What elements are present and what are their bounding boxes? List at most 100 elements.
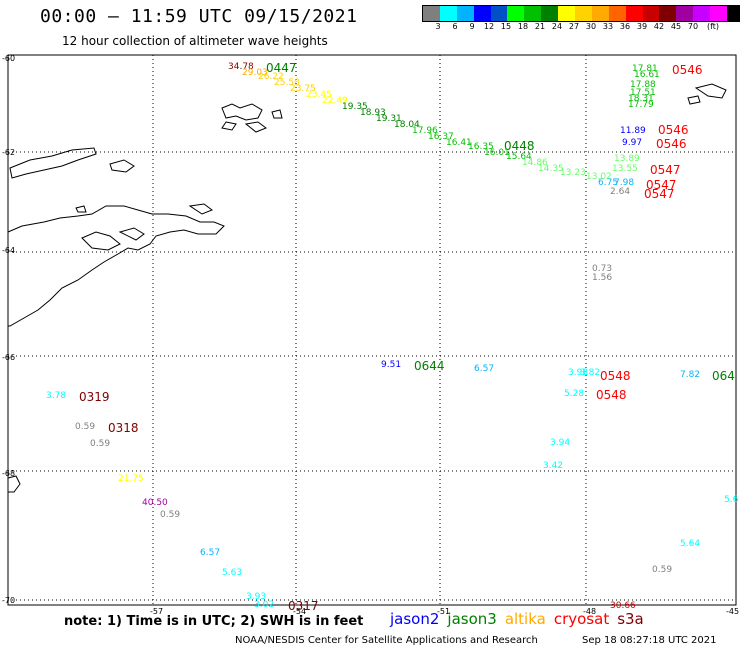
wave-height-value: 5.6 bbox=[724, 495, 739, 505]
wave-height-value: 16.61 bbox=[634, 70, 660, 80]
colorbar-tick-label: 24 bbox=[551, 22, 563, 31]
wave-height-value: 13.89 bbox=[614, 154, 640, 164]
pass-time-label: 0546 bbox=[656, 137, 687, 151]
pass-time-label: 0447 bbox=[266, 61, 297, 75]
pass-time-label: 0547 bbox=[646, 178, 677, 192]
latitude-label: -64 bbox=[2, 246, 15, 255]
colorbar-swatch bbox=[659, 6, 677, 21]
wave-height-value: 6.75 bbox=[598, 178, 618, 188]
wave-height-value: 0.59 bbox=[652, 565, 672, 575]
colorbar-swatch bbox=[423, 6, 440, 21]
latitude-label: -70 bbox=[2, 596, 15, 605]
wave-height-value: 22.49 bbox=[322, 96, 348, 106]
latitude-label: -66 bbox=[2, 353, 15, 362]
wave-height-value: 34.78 bbox=[228, 62, 254, 72]
pass-time-label: 0317 bbox=[288, 599, 319, 613]
colorbar-swatch bbox=[710, 6, 728, 21]
wave-height-value: 3.78 bbox=[46, 391, 66, 401]
wave-height-value: 18.04 bbox=[394, 120, 420, 130]
wave-height-value: 23.75 bbox=[290, 84, 316, 94]
pass-time-label: 0548 bbox=[596, 388, 627, 402]
colorbar-swatch bbox=[456, 6, 474, 21]
wave-height-value: 9.97 bbox=[622, 138, 642, 148]
colorbar-tick-label: 45 bbox=[670, 22, 682, 31]
wave-height-value: 16.37 bbox=[428, 132, 454, 142]
wave-height-value: 16.35 bbox=[468, 142, 494, 152]
mission-legend-item: jason3 bbox=[447, 610, 497, 628]
colorbar-tick-label: 39 bbox=[636, 22, 648, 31]
wave-height-value: 19.31 bbox=[376, 114, 402, 124]
wave-height-value: 13.55 bbox=[612, 164, 638, 174]
pass-time-label: 0546 bbox=[672, 63, 703, 77]
mission-legend-item: cryosat bbox=[553, 610, 610, 628]
wave-height-value: 23.45 bbox=[306, 90, 332, 100]
colorbar-swatch bbox=[558, 6, 576, 21]
colorbar-tick-label: 42 bbox=[653, 22, 665, 31]
longitude-label: -54 bbox=[293, 607, 306, 616]
colorbar-tick-label: 36 bbox=[619, 22, 631, 31]
pass-time-label: 0547 bbox=[644, 187, 675, 201]
longitude-label: -48 bbox=[583, 607, 596, 616]
wave-height-value: 15.64 bbox=[506, 152, 532, 162]
latitude-label: -68 bbox=[2, 469, 15, 478]
map-subtitle: 12 hour collection of altimeter wave hei… bbox=[62, 34, 328, 48]
wave-height-labels: 34.78 044729.0326.2225.5823.7523.4522.491… bbox=[46, 61, 739, 613]
timestamp: Sep 18 08:27:18 UTC 2021 bbox=[582, 635, 717, 646]
pass-time-label: 0548 bbox=[600, 369, 631, 383]
colorbar-tick-label: 15 bbox=[500, 22, 512, 31]
mission-legend: jason2 jason3 altika cryosat s3a bbox=[390, 610, 652, 628]
wave-height-value: 25.58 bbox=[274, 78, 300, 88]
wave-height-value: 3.98 bbox=[568, 368, 588, 378]
coastline bbox=[7, 83, 727, 493]
wave-height-value: 13.23 bbox=[560, 168, 586, 178]
wave-height-value: 13.02 bbox=[586, 172, 612, 182]
colorbar-swatch bbox=[693, 6, 711, 21]
wave-height-value: 18.93 bbox=[360, 108, 386, 118]
mission-legend-item: s3a bbox=[617, 610, 644, 628]
colorbar-swatch bbox=[473, 6, 491, 21]
mission-legend-item: altika bbox=[504, 610, 546, 628]
colorbar-swatch bbox=[625, 6, 643, 21]
wave-height-value: 11.89 bbox=[620, 126, 646, 136]
pass-time-label: 0546 bbox=[658, 123, 689, 137]
colorbar-swatch bbox=[591, 6, 609, 21]
wave-height-value: 14.86 bbox=[522, 158, 548, 168]
colorbar-tick-label: 21 bbox=[534, 22, 546, 31]
pass-time-label: 0644 bbox=[414, 359, 445, 373]
colorbar-swatch bbox=[524, 6, 542, 21]
wave-height-value: 6.57 bbox=[200, 548, 220, 558]
colorbar-swatch bbox=[575, 6, 592, 21]
colorbar-tick-label: 3 bbox=[435, 22, 441, 31]
colorbar-swatch bbox=[608, 6, 626, 21]
wave-height-value: 16.41 bbox=[446, 138, 472, 148]
wave-height-value: 17.51 bbox=[630, 88, 656, 98]
wave-height-value: 21.75 bbox=[118, 474, 144, 484]
colorbar-swatch bbox=[439, 6, 457, 21]
colorbar-swatch bbox=[507, 6, 525, 21]
colorbar-tick-label: 6 bbox=[452, 22, 458, 31]
colorbar-swatch bbox=[676, 6, 694, 21]
credit-line: NOAA/NESDIS Center for Satellite Applica… bbox=[235, 635, 538, 646]
wave-height-value: 29.03 bbox=[242, 68, 268, 78]
wave-height-value: 3.82 bbox=[580, 368, 600, 378]
latitude-label: -60 bbox=[2, 54, 15, 63]
wave-height-value: 18.31 bbox=[628, 94, 654, 104]
wave-height-value: 0.73 bbox=[592, 264, 612, 274]
wave-height-value: 17.79 bbox=[628, 100, 654, 110]
colorbar-tick-label: 9 bbox=[469, 22, 475, 31]
colorbar-tick-label: 70 bbox=[687, 22, 699, 31]
longitude-label: -57 bbox=[150, 607, 163, 616]
colorbar-tick-label: 12 bbox=[483, 22, 495, 31]
longitude-label: -45 bbox=[726, 607, 739, 616]
colorbar-tick-label: 18 bbox=[517, 22, 529, 31]
colorbar-tick-label: 33 bbox=[602, 22, 614, 31]
colorbar-tick-label: 30 bbox=[585, 22, 597, 31]
footnote: note: 1) Time is in UTC; 2) SWH is in fe… bbox=[64, 614, 364, 629]
wave-height-value: 0.59 bbox=[160, 510, 180, 520]
wave-height-value: 3.94 bbox=[550, 438, 570, 448]
wave-height-colorbar bbox=[422, 5, 740, 22]
wave-height-value: 17.88 bbox=[630, 80, 656, 90]
wave-height-value: 0.59 bbox=[75, 422, 95, 432]
colorbar-swatch bbox=[727, 6, 740, 21]
